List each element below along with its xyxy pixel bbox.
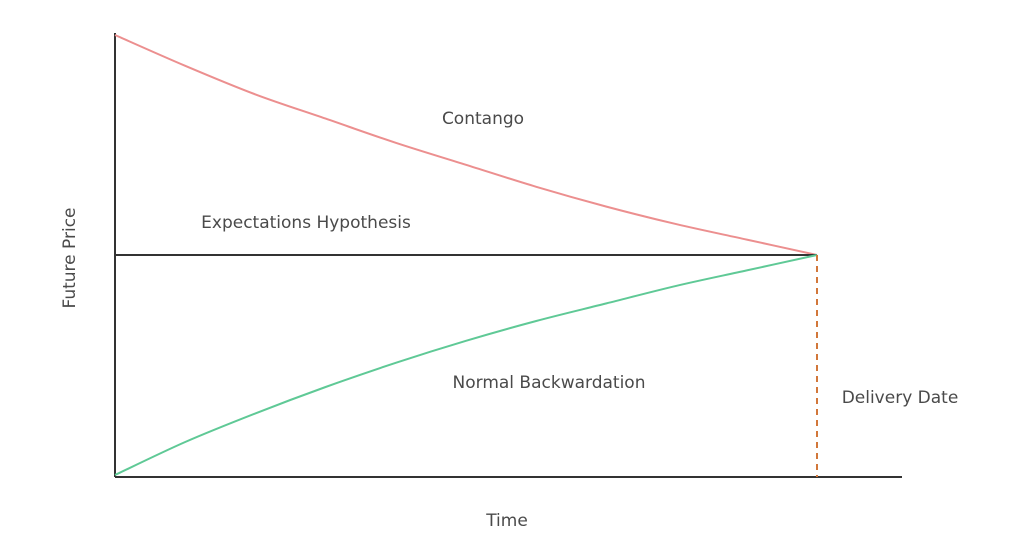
delivery-date-label: Delivery Date xyxy=(842,388,959,408)
series-line-normal-backwardation xyxy=(114,254,818,476)
series-layer xyxy=(114,34,818,476)
x-axis-title: Time xyxy=(485,511,528,531)
series-line-contango xyxy=(114,34,818,256)
series-label-contango: Contango xyxy=(442,109,524,129)
y-axis-title: Future Price xyxy=(60,207,80,308)
series-label-normal-backwardation: Normal Backwardation xyxy=(453,373,646,393)
plot-area xyxy=(114,33,902,478)
series-label-expectations-hypothesis: Expectations Hypothesis xyxy=(201,213,411,233)
